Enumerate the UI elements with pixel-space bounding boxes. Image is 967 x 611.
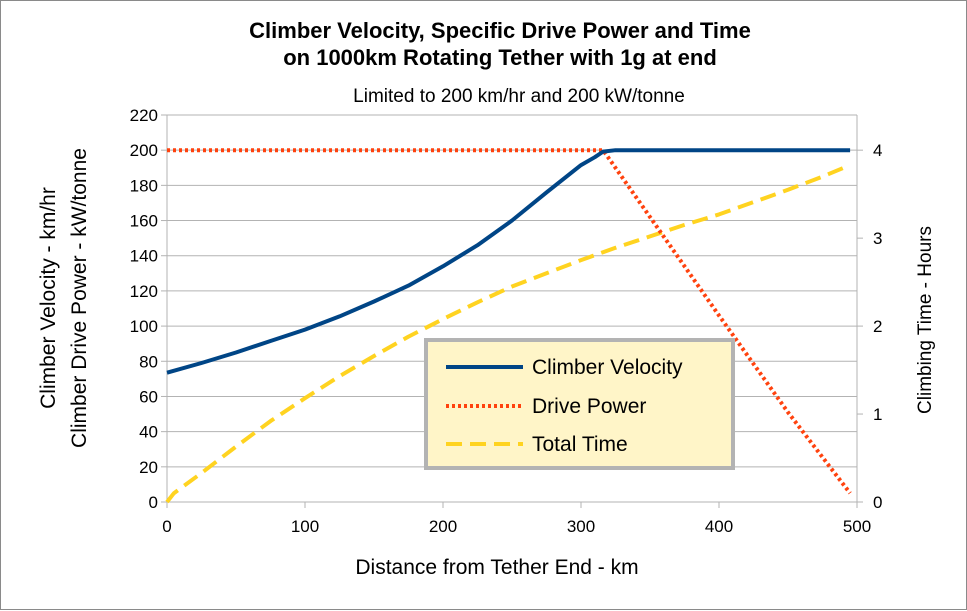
y2-axis-label: Climbing Time - Hours bbox=[915, 226, 936, 414]
x-tick-label: 300 bbox=[567, 517, 595, 536]
y-tick-label: 160 bbox=[130, 212, 158, 231]
x-tick-label: 100 bbox=[291, 517, 319, 536]
legend: Climber Velocity Drive Power Total Time bbox=[424, 338, 735, 470]
y-tick-label: 220 bbox=[130, 106, 158, 125]
y2-tick-label: 3 bbox=[873, 229, 882, 248]
y-tick-label: 200 bbox=[130, 141, 158, 160]
y-tick-label: 100 bbox=[130, 317, 158, 336]
y-tick-label: 120 bbox=[130, 282, 158, 301]
y2-tick-label: 0 bbox=[873, 493, 882, 512]
series-line-climber-velocity bbox=[166, 148, 851, 375]
axes bbox=[166, 115, 858, 503]
y-tick-label: 60 bbox=[139, 387, 158, 406]
x-tick-label: 200 bbox=[429, 517, 457, 536]
legend-label-climber-velocity: Climber Velocity bbox=[532, 356, 683, 379]
chart-subtitle: Limited to 200 km/hr and 200 kW/tonne bbox=[353, 86, 685, 107]
x-axis-label: Distance from Tether End - km bbox=[355, 556, 638, 579]
y2-tick-label: 4 bbox=[873, 141, 882, 160]
legend-label-drive-power: Drive Power bbox=[532, 395, 646, 418]
series-line-drive-power bbox=[167, 148, 852, 495]
series-line-total-time bbox=[165, 163, 851, 504]
y-tick-label: 20 bbox=[139, 458, 158, 477]
x-tick-label: 0 bbox=[162, 517, 171, 536]
y-tick-label: 0 bbox=[149, 493, 158, 512]
x-axis-ticks: 0 100 200 300 400 500 bbox=[162, 502, 871, 536]
series-lines bbox=[165, 148, 852, 504]
x-tick-label: 500 bbox=[843, 517, 871, 536]
y2-tick-label: 1 bbox=[873, 405, 882, 424]
x-tick-label: 400 bbox=[705, 517, 733, 536]
y-tick-label: 180 bbox=[130, 176, 158, 195]
y-tick-label: 80 bbox=[139, 352, 158, 371]
y-axis-label-line-1: Climber Velocity - km/hr bbox=[37, 187, 60, 409]
y-tick-label: 40 bbox=[139, 423, 158, 442]
y-tick-label: 140 bbox=[130, 247, 158, 266]
legend-label-total-time: Total Time bbox=[532, 433, 628, 456]
y-axis-ticks: 0 20 40 60 80 100 120 140 160 180 200 220 bbox=[130, 106, 167, 512]
chart-title-line-2: on 1000km Rotating Tether with 1g at end bbox=[283, 45, 717, 70]
y2-tick-label: 2 bbox=[873, 317, 882, 336]
chart-title-line-1: Climber Velocity, Specific Drive Power a… bbox=[249, 18, 751, 43]
y2-axis-ticks: 0 1 2 3 4 bbox=[857, 141, 882, 512]
y-axis-label-line-2: Climber Drive Power - kW/tonne bbox=[68, 148, 91, 448]
